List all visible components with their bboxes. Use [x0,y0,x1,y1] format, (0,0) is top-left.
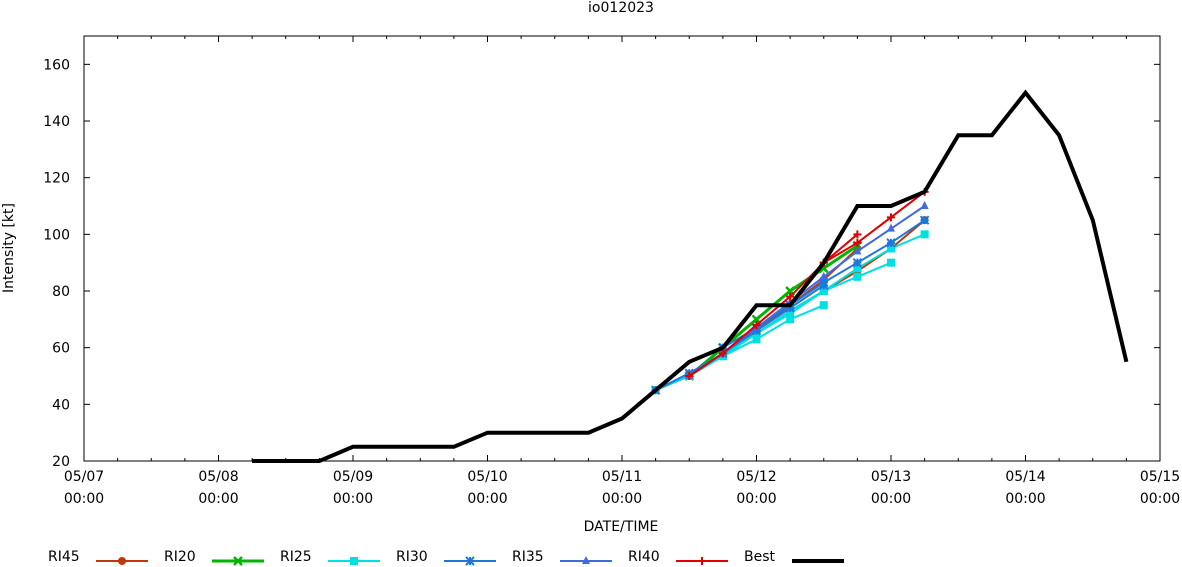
x-tick-time: 00:00 [333,491,373,507]
y-tick-label: 20 [52,454,70,470]
y-axis-label: Intensity [kt] [1,203,17,293]
data-point-ri40 [887,213,895,222]
data-point-ri35 [853,246,862,255]
legend-item-ri35: RI35 [512,549,612,565]
x-tick-time: 00:00 [467,491,507,507]
x-tick-time: 00:00 [871,491,911,507]
x-tick-date: 05/14 [1005,469,1045,485]
legend-label: RI20 [164,549,196,565]
data-point-ri25 [887,258,895,267]
x-tick-date: 05/13 [871,469,911,485]
series-layer [252,89,1129,463]
y-tick-label: 160 [43,57,70,73]
x-tick-date: 05/12 [736,469,776,485]
x-tick-time: 00:00 [736,491,776,507]
legend-swatch-marker [465,556,475,566]
data-point-ri30 [852,257,863,268]
y-tick-label: 60 [52,341,70,357]
legend-item-best: Best [744,549,844,565]
legend-item-ri30: RI30 [396,549,496,566]
y-axis: 20 40 60 80 100 120 140 160 [43,57,1160,470]
legend-swatch-marker [118,557,126,565]
series-ri35 [685,201,929,379]
x-tick-date: 05/10 [467,469,507,485]
legend-item-ri40: RI40 [628,549,728,565]
series-best [252,89,1129,463]
legend-swatch-marker [698,557,706,565]
x-tick-time: 00:00 [1005,491,1045,507]
x-tick-date: 05/07 [64,469,104,485]
legend-label: RI35 [512,549,544,565]
data-point-ri40 [752,321,761,329]
x-tick-date: 05/08 [198,469,238,485]
data-point-ri25 [887,244,895,253]
series-line-ri40 [688,233,859,377]
plot-frame [83,35,1161,462]
x-axis: 05/07 00:00 05/08 00:00 05/09 00:00 05/10 00:00… [64,36,1180,507]
data-point-ri25 [819,287,828,295]
series-line-ri25 [655,304,825,392]
data-point-ri35 [819,271,828,280]
data-point-ri25 [920,230,929,239]
legend-item-ri20: RI20 [164,549,264,566]
legend-swatch-marker [582,556,590,564]
legend: RI45 RI20 RI25 RI30 RI35 RI40 Best [48,549,844,566]
data-point-ri25 [819,301,828,310]
data-point-ri30 [819,277,829,288]
y-tick-label: 100 [43,227,70,243]
legend-swatch-marker [350,557,358,565]
data-point-ri25 [786,315,795,324]
data-point-ri25 [853,264,862,273]
data-point-ri35 [920,201,929,209]
x-tick-date: 05/15 [1140,469,1180,485]
data-point-ri25 [752,335,761,344]
series-line-best [252,89,1129,463]
x-tick-time: 00:00 [198,491,238,507]
data-point-ri35 [887,223,895,232]
data-point-ri25 [853,272,862,281]
y-tick-label: 40 [52,397,70,413]
x-tick-time: 00:00 [602,491,642,507]
x-tick-time: 00:00 [64,491,104,507]
legend-swatch-marker [233,556,243,566]
x-tick-date: 05/11 [602,469,642,485]
y-tick-label: 120 [43,171,70,187]
legend-label: RI30 [396,549,428,565]
data-point-ri30 [919,215,930,225]
legend-label: RI25 [280,549,312,565]
legend-label: RI45 [48,549,80,565]
y-tick-label: 80 [52,284,70,300]
data-point-ri40 [685,372,694,380]
y-tick-label: 140 [43,114,70,130]
chart-title: io012023 [588,0,654,16]
x-axis-label: DATE/TIME [584,519,659,535]
data-point-ri40 [853,238,862,247]
data-point-ri40 [718,349,727,358]
data-point-ri40 [853,230,862,239]
legend-label: Best [744,549,776,565]
data-point-ri30 [886,238,896,248]
x-tick-date: 05/09 [333,469,373,485]
series-line-ri30 [655,284,825,392]
data-point-ri25 [786,309,795,318]
series-line-ri40 [823,191,926,264]
x-tick-time: 00:00 [1140,491,1180,507]
data-point-ri40 [786,292,795,301]
legend-label: RI40 [628,549,660,565]
legend-item-ri25: RI25 [280,549,380,565]
legend-item-ri45: RI45 [48,549,148,565]
